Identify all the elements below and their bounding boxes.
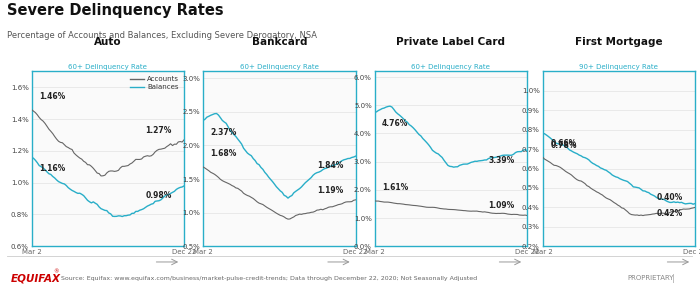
Text: Percentage of Accounts and Balances, Excluding Severe Derogatory, NSA: Percentage of Accounts and Balances, Exc…: [7, 31, 317, 40]
Text: 60+ Delinquency Rate: 60+ Delinquency Rate: [412, 64, 490, 70]
Text: 1.61%: 1.61%: [382, 183, 408, 192]
Text: 1.84%: 1.84%: [317, 161, 344, 171]
Text: 1.19%: 1.19%: [317, 186, 344, 195]
Text: First Mortgage: First Mortgage: [575, 37, 663, 47]
Text: 0.66%: 0.66%: [550, 139, 576, 148]
Text: 0.42%: 0.42%: [657, 209, 683, 218]
Text: Private Label Card: Private Label Card: [396, 37, 505, 47]
Text: 60+ Delinquency Rate: 60+ Delinquency Rate: [240, 64, 318, 70]
Text: 60+ Delinquency Rate: 60+ Delinquency Rate: [69, 64, 147, 70]
Text: |: |: [673, 274, 675, 283]
Text: 0.78%: 0.78%: [550, 140, 577, 150]
Text: 90+ Delinquency Rate: 90+ Delinquency Rate: [580, 64, 658, 70]
Text: 0.98%: 0.98%: [146, 191, 172, 200]
Text: 0.40%: 0.40%: [657, 193, 683, 202]
Text: 1.68%: 1.68%: [211, 149, 237, 158]
Text: Bankcard: Bankcard: [251, 37, 307, 47]
Text: ®: ®: [54, 269, 59, 275]
Text: PROPRIETARY: PROPRIETARY: [628, 275, 674, 281]
Text: EQUIFAX: EQUIFAX: [10, 273, 60, 283]
Text: Source: Equifax: www.equifax.com/business/market-pulse-credit-trends; Data throu: Source: Equifax: www.equifax.com/busines…: [60, 276, 477, 281]
Text: 1.46%: 1.46%: [39, 92, 65, 101]
Text: 2.37%: 2.37%: [211, 127, 237, 136]
Text: Severe Delinquency Rates: Severe Delinquency Rates: [7, 3, 223, 18]
Text: 3.39%: 3.39%: [489, 156, 515, 165]
Text: Auto: Auto: [94, 37, 122, 47]
Text: 1.27%: 1.27%: [146, 126, 172, 135]
Text: 1.09%: 1.09%: [489, 201, 515, 210]
Text: 1.16%: 1.16%: [39, 164, 65, 173]
Text: 4.76%: 4.76%: [382, 119, 409, 128]
Legend: Accounts, Balances: Accounts, Balances: [129, 75, 181, 92]
